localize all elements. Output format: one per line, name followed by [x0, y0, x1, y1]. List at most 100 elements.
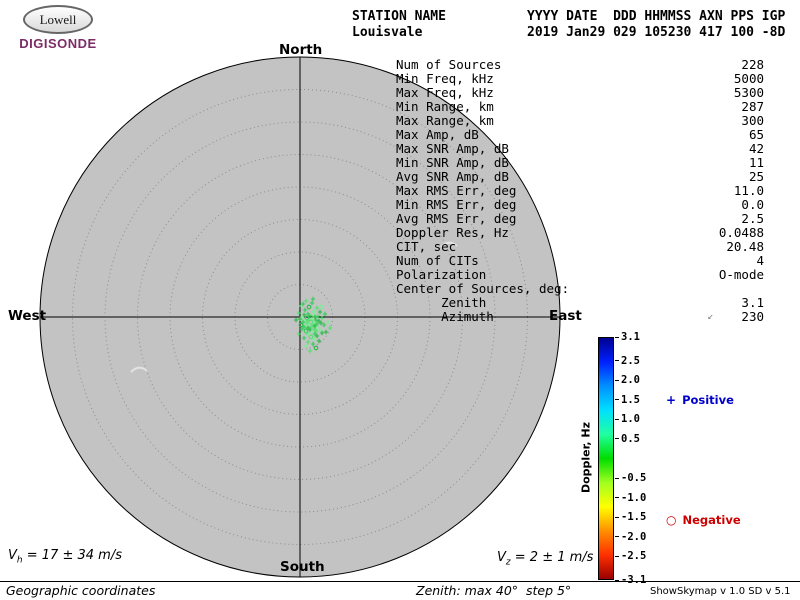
stat-row: Num of Sources 228 — [396, 58, 764, 72]
stat-label: Doppler Res, Hz — [396, 225, 509, 240]
measurement-stats-panel: Num of Sources 228 Min Freq, kHz 5000 Max Fr… — [396, 58, 764, 324]
zenith-range-note: Zenith: max 40° step 5° — [416, 583, 572, 598]
colorbar-tick-label: 2.0 — [621, 374, 640, 387]
stat-row: Min Freq, kHz 5000 — [396, 72, 764, 86]
skymap-source-point — [309, 329, 315, 335]
colorbar-tick — [615, 497, 619, 499]
stat-row: Min Range, km 287 — [396, 100, 764, 114]
skymap-source-point — [314, 333, 320, 339]
vh-subscript: h — [16, 555, 23, 566]
stat-row: Max Range, km 300 — [396, 114, 764, 128]
colorbar-tick-label: 0.5 — [621, 432, 640, 445]
skymap-source-point — [310, 341, 316, 347]
positive-label: Positive — [682, 393, 734, 407]
stat-value: 5300 — [733, 85, 764, 100]
colorbar-tick-label: -1.5 — [621, 511, 647, 524]
colorbar-tick-label: 3.1 — [621, 331, 640, 343]
colorbar-tick — [615, 399, 619, 401]
skymap-source-point — [306, 304, 312, 310]
stat-row: Azimuth ↙ 230 — [396, 310, 764, 324]
colorbar-tick-label: 1.0 — [621, 413, 640, 426]
stat-row: Min SNR Amp, dB 11 — [396, 156, 764, 170]
skymap-source-point — [317, 309, 323, 315]
stat-label: Max SNR Amp, dB — [396, 141, 509, 156]
skymap-source-point — [312, 323, 318, 329]
skymap-source-point — [303, 343, 309, 349]
stat-value: O-mode — [718, 267, 764, 282]
legend-positive: + Positive — [666, 393, 734, 407]
stat-row: Min RMS Err, deg 0.0 — [396, 198, 764, 212]
skymap-source-point — [323, 329, 329, 335]
legend-negative: ○ Negative — [666, 513, 741, 527]
stat-value: 42 — [748, 141, 764, 156]
horizontal-velocity-readout: Vh = 17 ± 34 m/s — [8, 548, 122, 566]
stat-label: Min Range, km — [396, 99, 494, 114]
skymap-source-point — [308, 334, 314, 340]
colorbar-tick — [615, 379, 619, 381]
compass-west-label: West — [8, 308, 47, 324]
stat-row: Max Amp, dB 65 — [396, 128, 764, 142]
stat-value: 0.0488 — [718, 225, 764, 240]
colorbar-tick — [615, 360, 619, 362]
skymap-source-point — [313, 328, 319, 334]
doppler-colorbar — [598, 337, 614, 580]
stat-row: Max RMS Err, deg 11.0 — [396, 184, 764, 198]
colorbar-tick-label: -2.5 — [621, 550, 647, 563]
skymap-source-point — [301, 335, 307, 341]
faint-echo-arc — [440, 241, 458, 248]
skymap-source-point — [319, 315, 325, 321]
skymap-source-point — [311, 336, 317, 342]
skymap-source-point — [293, 317, 299, 323]
app-version-label: ShowSkymap v 1.0 SD v 5.1 — [650, 586, 791, 597]
skymap-source-point — [310, 296, 316, 302]
colorbar-tick-label: 2.5 — [621, 354, 640, 367]
lowell-digisonde-logo: Lowell DIGISONDE — [10, 5, 106, 51]
stat-label: Min RMS Err, deg — [396, 197, 517, 212]
skymap-source-point — [297, 316, 303, 322]
stat-value: 230 — [741, 309, 764, 324]
stat-row: Polarization O-mode — [396, 268, 764, 282]
stat-row: Avg RMS Err, deg 2.5 — [396, 212, 764, 226]
skymap-source-point — [306, 321, 312, 327]
skymap-source-point — [296, 310, 302, 316]
circle-marker-icon: ○ — [666, 513, 677, 527]
stat-label: Max Range, km — [396, 113, 494, 128]
skymap-source-point — [299, 326, 305, 332]
vz-value: = 2 ± 1 m/s — [510, 550, 594, 565]
skymap-source-point — [321, 322, 327, 328]
colorbar-tick — [615, 516, 619, 518]
stat-value: 20.48 — [726, 239, 764, 254]
stat-label: Zenith — [396, 295, 487, 310]
colorbar-tick — [615, 418, 619, 420]
stat-label: Avg SNR Amp, dB — [396, 169, 509, 184]
skymap-source-point — [313, 317, 319, 323]
stat-row: Max Freq, kHz 5300 — [396, 86, 764, 100]
skymap-source-point — [310, 311, 316, 317]
skymap-source-point — [296, 331, 302, 337]
stat-label: Min Freq, kHz — [396, 71, 494, 86]
station-name-value: Louisvale — [352, 25, 423, 40]
datetime-fields-header: YYYY DATE DDD HHMMSS AXN PPS IGP — [527, 9, 786, 24]
skymap-source-point — [305, 317, 311, 323]
stat-value: 300 — [741, 113, 764, 128]
skymap-source-point — [308, 324, 314, 330]
skymap-source-point — [322, 311, 328, 317]
compass-north-label: North — [279, 42, 323, 58]
skymap-source-point — [318, 320, 324, 326]
stat-label: Center of Sources, deg: — [396, 281, 570, 296]
stat-label: Polarization — [396, 267, 487, 282]
logo-lowell-text: Lowell — [39, 11, 77, 27]
skymap-source-point — [305, 339, 311, 345]
station-name-header: STATION NAME — [352, 9, 446, 24]
colorbar-tick — [615, 536, 619, 538]
negative-label: Negative — [682, 513, 741, 527]
colorbar-tick-label: 1.5 — [621, 393, 640, 406]
skymap-source-point — [307, 348, 313, 354]
skymap-source-point — [303, 298, 309, 304]
stat-label: Avg RMS Err, deg — [396, 211, 517, 226]
compass-east-label: East — [549, 308, 582, 324]
colorbar-tick — [615, 579, 619, 581]
stat-value: 0.0 — [741, 197, 764, 212]
stat-value: 228 — [741, 57, 764, 72]
